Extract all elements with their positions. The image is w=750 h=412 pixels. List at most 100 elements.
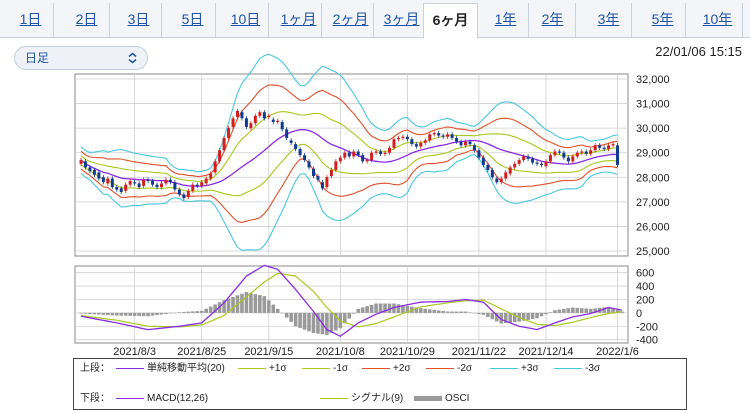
osci-bar bbox=[356, 308, 361, 313]
tab-3[interactable]: 5日 bbox=[170, 3, 216, 38]
osci-bar bbox=[401, 305, 405, 313]
osci-bar bbox=[383, 303, 387, 313]
x-tick-label: 2021/9/15 bbox=[244, 346, 293, 358]
candle-body bbox=[535, 162, 539, 164]
candle-body bbox=[468, 141, 472, 145]
candle-body bbox=[432, 133, 436, 135]
osci-bar bbox=[302, 312, 307, 330]
candle-body bbox=[392, 139, 396, 148]
tab-13[interactable]: 10年 bbox=[693, 3, 743, 38]
osci-bar bbox=[123, 312, 128, 316]
candle-body bbox=[218, 150, 222, 162]
candle-body bbox=[222, 137, 226, 151]
candle-body bbox=[374, 151, 378, 153]
lower-y-tick-label: 0 bbox=[636, 308, 642, 320]
osci-bar bbox=[119, 312, 124, 316]
osci-bar bbox=[289, 312, 293, 322]
tab-5[interactable]: 1ヶ月 bbox=[276, 3, 322, 38]
osci-bar bbox=[284, 312, 289, 318]
osci-bar bbox=[544, 312, 548, 315]
candle-body bbox=[526, 156, 530, 159]
osci-bar bbox=[141, 312, 146, 317]
candle-body bbox=[464, 141, 468, 146]
osci-bar bbox=[159, 312, 164, 315]
upper-y-tick-label: 28,000 bbox=[636, 172, 670, 184]
legend-item-label: -1σ bbox=[333, 363, 349, 374]
osci-bar bbox=[106, 312, 110, 316]
macd-line bbox=[80, 264, 623, 338]
legend-item-label: +2σ bbox=[393, 363, 411, 374]
legend-item: シグナル(9) bbox=[320, 391, 403, 407]
tab-9[interactable]: 1年 bbox=[483, 3, 529, 38]
candle-body bbox=[616, 145, 620, 165]
osci-bar bbox=[472, 312, 477, 314]
legend-swatch bbox=[116, 397, 144, 399]
osci-bar bbox=[88, 312, 92, 315]
legend-item: MACD(12,26) bbox=[116, 391, 208, 407]
candle-body bbox=[280, 122, 284, 130]
osci-bar bbox=[226, 298, 231, 313]
candle-body bbox=[128, 180, 132, 185]
osci-bar bbox=[334, 312, 338, 331]
tab-4[interactable]: 10日 bbox=[223, 3, 269, 38]
osci-bar bbox=[548, 312, 553, 313]
tab-8[interactable]: 6ヶ月 bbox=[423, 3, 478, 39]
tab-6[interactable]: 2ヶ月 bbox=[328, 3, 374, 38]
legend-swatch bbox=[362, 367, 390, 369]
candle-body bbox=[490, 169, 494, 178]
chart-period-select[interactable]: 日足 bbox=[14, 46, 148, 70]
candle-body bbox=[522, 156, 526, 161]
tab-1[interactable]: 2日 bbox=[64, 3, 110, 38]
candle-body bbox=[92, 169, 96, 175]
osci-bar bbox=[454, 311, 459, 313]
osci-bar bbox=[208, 306, 213, 313]
candle-body bbox=[584, 151, 588, 154]
candle-body bbox=[182, 194, 186, 199]
osci-bar bbox=[177, 312, 182, 313]
tab-0[interactable]: 1日 bbox=[8, 3, 54, 38]
osci-bar bbox=[146, 312, 150, 317]
osci-bar bbox=[195, 311, 200, 313]
osci-bar bbox=[463, 311, 468, 313]
lower-y-tick-label: 600 bbox=[636, 268, 654, 280]
osci-bar bbox=[155, 312, 159, 316]
tab-12[interactable]: 5年 bbox=[640, 3, 686, 38]
candle-body bbox=[611, 144, 615, 146]
osci-bar bbox=[298, 312, 302, 328]
candle-body bbox=[267, 115, 271, 118]
candle-body bbox=[544, 161, 548, 167]
osci-bar bbox=[396, 304, 401, 313]
candle-body bbox=[441, 135, 445, 137]
osci-bar bbox=[427, 309, 432, 313]
candle-body bbox=[115, 187, 119, 190]
candle-body bbox=[410, 139, 414, 145]
osci-bar bbox=[240, 293, 244, 313]
candle-body bbox=[146, 179, 150, 181]
upper-y-tick-label: 29,000 bbox=[636, 148, 670, 160]
candle-body bbox=[204, 178, 208, 184]
tab-10[interactable]: 2年 bbox=[530, 3, 576, 38]
candle-body bbox=[566, 157, 570, 162]
tab-2[interactable]: 3日 bbox=[116, 3, 162, 38]
tab-11[interactable]: 3年 bbox=[586, 3, 632, 38]
osci-bar bbox=[490, 312, 495, 320]
plus2-sigma-line bbox=[80, 84, 618, 178]
candle-body bbox=[472, 145, 476, 151]
chevron-updown-icon bbox=[128, 52, 137, 64]
candle-body bbox=[289, 140, 293, 143]
candle-body bbox=[173, 182, 177, 190]
candle-body bbox=[240, 112, 244, 119]
osci-bar bbox=[204, 308, 208, 313]
candle-body bbox=[79, 160, 83, 164]
period-tabs: 1日 2日 3日 5日 10日 1ヶ月 2ヶ月 3ヶ月 6ヶ月 1年 2年 3年 5年 10年 bbox=[0, 0, 750, 39]
candle-body bbox=[329, 169, 333, 177]
osci-bar bbox=[459, 311, 463, 313]
x-tick-label: 2021/8/3 bbox=[113, 346, 156, 358]
osci-bar bbox=[342, 312, 347, 324]
upper-y-tick-label: 30,000 bbox=[636, 123, 670, 135]
osci-bar bbox=[557, 309, 562, 313]
candle-body bbox=[137, 183, 141, 188]
lower-y-tick-label: 400 bbox=[636, 281, 654, 293]
osci-bar bbox=[553, 310, 557, 313]
osci-bar bbox=[521, 312, 526, 321]
